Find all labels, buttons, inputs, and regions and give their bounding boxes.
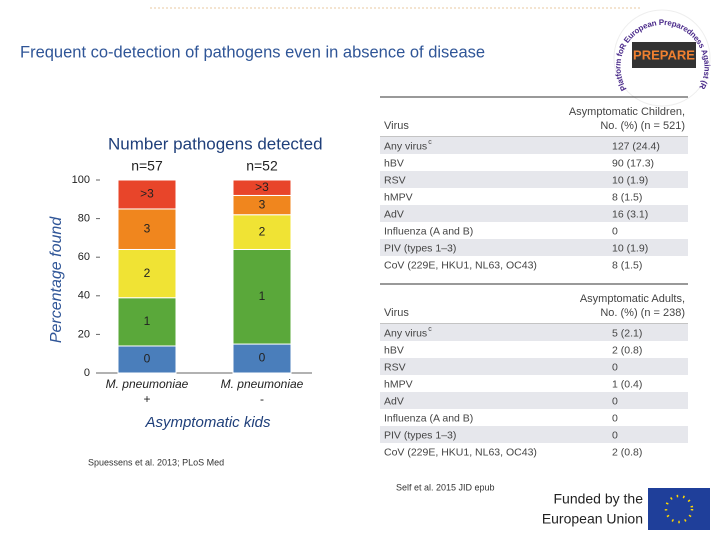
row-band [380, 137, 688, 154]
funding: European Union [542, 511, 643, 527]
footnote-mark: c [428, 326, 432, 333]
row-value: 127 (24.4) [612, 140, 660, 152]
y-tick-label: 0 [84, 367, 90, 379]
chart-title: Number pathogens detected [108, 134, 323, 153]
bar-segment [117, 179, 177, 210]
y-tick-label: 80 [78, 213, 90, 225]
x-tick-sign: + [143, 392, 150, 406]
bar-segment [232, 179, 292, 196]
row-value: 0 [612, 412, 618, 424]
row-value: 1 (0.4) [612, 378, 642, 390]
segment-label: 2 [144, 266, 151, 280]
slide-title: Frequent co-detection of pathogens even … [20, 43, 485, 61]
citation: Spuessens et al. 2013; PLoS Med [88, 457, 224, 467]
footnote-mark: c [428, 139, 432, 146]
y-label: Percentage found [48, 216, 65, 343]
bar-segment [232, 248, 292, 345]
logo-box [632, 42, 696, 68]
y-tick-label: 60 [78, 251, 90, 263]
bar-segment [232, 214, 292, 250]
table-header: Virus [384, 307, 409, 319]
funding: Funded by the [553, 491, 643, 507]
row-value: 0 [612, 361, 618, 373]
n-label: n=52 [246, 158, 278, 174]
row-label: CoV (229E, HKU1, NL63, OC43) [384, 446, 537, 458]
row-value: 8 (1.5) [612, 259, 642, 271]
row-band [380, 426, 688, 443]
flag-stars [664, 494, 694, 524]
segment-label: 0 [144, 352, 151, 366]
segment-label: 2 [259, 224, 266, 238]
row-value: 2 (0.8) [612, 344, 642, 356]
row-label: Any virus [384, 327, 427, 339]
row-label: hMPV [384, 191, 413, 203]
bar-segment [232, 343, 292, 374]
row-label: RSV [384, 174, 406, 186]
n-label: n=57 [131, 158, 163, 174]
row-value: 0 [612, 225, 618, 237]
row-value: 90 (17.3) [612, 157, 654, 169]
segment-label: 3 [259, 197, 266, 211]
segment-label: >3 [140, 187, 154, 201]
table-header: Asymptomatic Children, [569, 106, 685, 118]
segment-label: 3 [144, 221, 151, 235]
table-header: No. (%) (n = 521) [600, 120, 685, 132]
row-value: 5 (2.1) [612, 327, 642, 339]
row-label: RSV [384, 361, 406, 373]
segment-label: 1 [144, 314, 151, 328]
logo-name: PREPARE [633, 47, 695, 62]
x-tick-label: M. pneumoniae [106, 377, 189, 391]
row-label: hBV [384, 344, 404, 356]
y-tick-label: 20 [78, 328, 90, 340]
table-header: Virus [384, 120, 409, 132]
row-value: 0 [612, 429, 618, 441]
row-value: 16 (3.1) [612, 208, 648, 220]
row-band [380, 171, 688, 188]
row-band [380, 324, 688, 341]
x-tick-label: M. pneumoniae [221, 377, 304, 391]
table-header: No. (%) (n = 238) [600, 307, 685, 319]
citation: Self et al. 2015 JID epub [396, 482, 495, 492]
row-value: 2 (0.8) [612, 446, 642, 458]
row-band [380, 205, 688, 222]
row-label: PIV (types 1–3) [384, 429, 456, 441]
table-header: Asymptomatic Adults, [580, 293, 685, 305]
row-label: hBV [384, 157, 404, 169]
segment-label: >3 [255, 180, 269, 194]
eu-flag [648, 488, 710, 530]
row-band [380, 392, 688, 409]
row-label: AdV [384, 395, 404, 407]
x-label: Asymptomatic kids [144, 414, 271, 431]
row-band [380, 239, 688, 256]
row-label: hMPV [384, 378, 413, 390]
row-label: Influenza (A and B) [384, 412, 473, 424]
segment-label: 0 [259, 351, 266, 365]
flag [648, 488, 710, 530]
segment-label: 1 [259, 289, 266, 303]
row-label: CoV (229E, HKU1, NL63, OC43) [384, 259, 537, 271]
row-value: 10 (1.9) [612, 174, 648, 186]
row-value: 8 (1.5) [612, 191, 642, 203]
row-value: 0 [612, 395, 618, 407]
bar-segment [117, 248, 177, 299]
x-tick-sign: - [260, 392, 264, 406]
bar-segment [117, 208, 177, 250]
row-label: AdV [384, 208, 404, 220]
row-label: PIV (types 1–3) [384, 242, 456, 254]
y-tick-label: 40 [78, 290, 90, 302]
row-label: Any virus [384, 140, 427, 152]
row-value: 10 (1.9) [612, 242, 648, 254]
row-band [380, 358, 688, 375]
row-label: Influenza (A and B) [384, 225, 473, 237]
y-tick-label: 100 [72, 174, 90, 186]
